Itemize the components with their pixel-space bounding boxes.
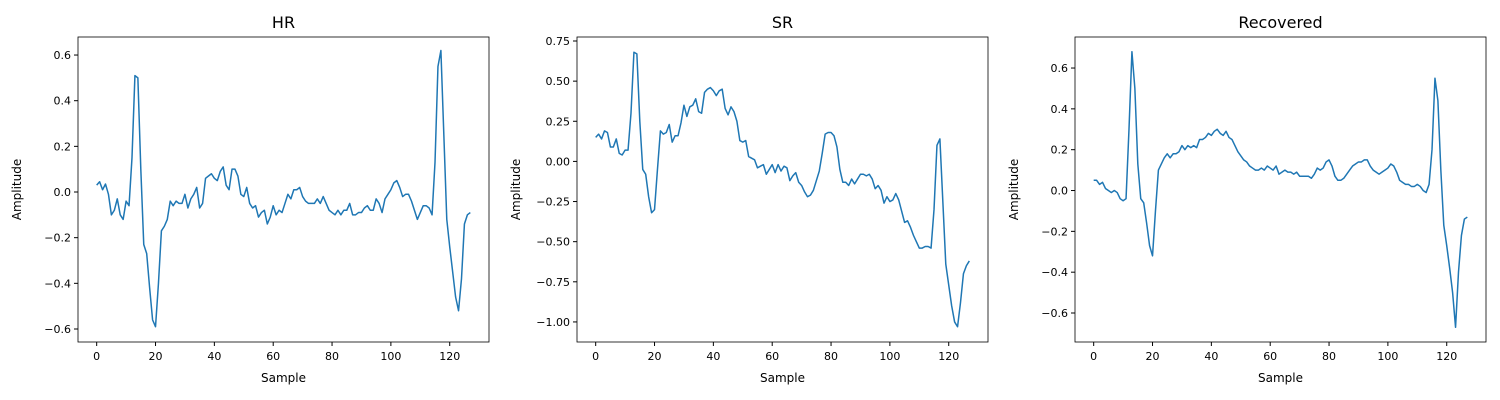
x-axis-label: Sample	[760, 371, 805, 385]
y-tick-label: −0.6	[1041, 307, 1068, 320]
y-tick-label: 0.75	[546, 35, 571, 48]
y-tick-label: 0.4	[54, 95, 72, 108]
data-line	[595, 51, 970, 328]
y-tick-label: 0.0	[1051, 185, 1069, 198]
axes-frame	[1074, 36, 1487, 343]
y-tick-label: −0.25	[536, 196, 570, 209]
data-line	[96, 49, 471, 328]
x-tick-label: 0	[1090, 350, 1097, 363]
x-tick-label: 60	[266, 350, 280, 363]
x-axis-label: Sample	[261, 371, 306, 385]
x-tick-label: 0	[93, 350, 100, 363]
y-tick-label: 0.00	[546, 155, 571, 168]
x-tick-label: 20	[648, 350, 662, 363]
chart-title: SR	[772, 13, 793, 32]
chart-title: Recovered	[1238, 13, 1322, 32]
x-tick-label: 0	[592, 350, 599, 363]
x-tick-label: 80	[325, 350, 339, 363]
chart-title: HR	[272, 13, 295, 32]
x-tick-label: 100	[879, 350, 900, 363]
y-tick-label: 0.2	[54, 140, 72, 153]
x-axis-label: Sample	[1258, 371, 1303, 385]
y-tick-label: 0.4	[1051, 103, 1069, 116]
y-tick-label: 0.25	[546, 115, 571, 128]
x-tick-label: 120	[938, 350, 959, 363]
x-tick-label: 100	[380, 350, 401, 363]
x-tick-label: 120	[1436, 350, 1457, 363]
x-tick-label: 40	[706, 350, 720, 363]
y-tick-label: −0.4	[1041, 266, 1068, 279]
x-tick-label: 20	[149, 350, 163, 363]
y-tick-label: −0.6	[44, 323, 71, 336]
x-tick-label: 20	[1146, 350, 1160, 363]
y-tick-label: −0.2	[44, 232, 71, 245]
y-tick-label: −0.75	[536, 276, 570, 289]
x-tick-label: 60	[765, 350, 779, 363]
data-line	[1093, 50, 1468, 329]
y-axis-label: Amplitude	[509, 159, 523, 221]
y-tick-label: 0.6	[54, 49, 72, 62]
x-tick-label: 40	[1204, 350, 1218, 363]
y-tick-label: 0.2	[1051, 144, 1069, 157]
y-tick-label: −0.4	[44, 277, 71, 290]
x-tick-label: 40	[207, 350, 221, 363]
axes-frame	[576, 36, 989, 343]
y-tick-label: −0.2	[1041, 225, 1068, 238]
axes-frame	[77, 36, 490, 343]
x-tick-label: 120	[439, 350, 460, 363]
x-tick-label: 80	[824, 350, 838, 363]
y-tick-label: −0.50	[536, 236, 570, 249]
y-axis-label: Amplitude	[1007, 159, 1021, 221]
y-tick-label: 0.6	[1051, 62, 1069, 75]
y-tick-label: 0.50	[546, 75, 571, 88]
y-axis-label: Amplitude	[10, 159, 24, 221]
x-tick-label: 100	[1377, 350, 1398, 363]
x-tick-label: 80	[1322, 350, 1336, 363]
y-tick-label: 0.0	[54, 186, 72, 199]
x-tick-label: 60	[1263, 350, 1277, 363]
y-tick-label: −1.00	[536, 316, 570, 329]
